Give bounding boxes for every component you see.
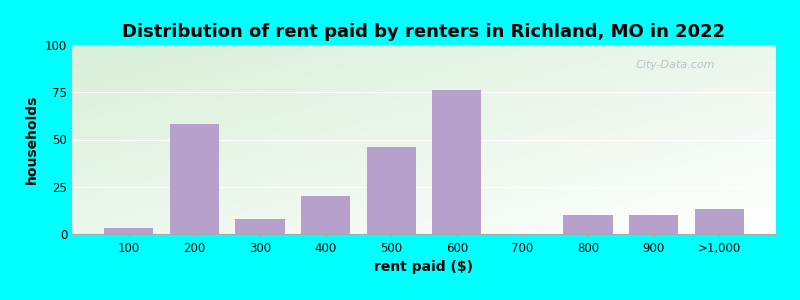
Bar bbox=[170, 124, 219, 234]
Bar bbox=[563, 215, 613, 234]
Bar bbox=[432, 90, 482, 234]
Bar bbox=[235, 219, 285, 234]
Title: Distribution of rent paid by renters in Richland, MO in 2022: Distribution of rent paid by renters in … bbox=[122, 23, 726, 41]
Bar bbox=[629, 215, 678, 234]
Y-axis label: households: households bbox=[26, 95, 39, 184]
Bar bbox=[694, 209, 744, 234]
Bar bbox=[301, 196, 350, 234]
Bar bbox=[366, 147, 416, 234]
Bar bbox=[104, 228, 154, 234]
X-axis label: rent paid ($): rent paid ($) bbox=[374, 260, 474, 274]
Text: City-Data.com: City-Data.com bbox=[635, 60, 714, 70]
